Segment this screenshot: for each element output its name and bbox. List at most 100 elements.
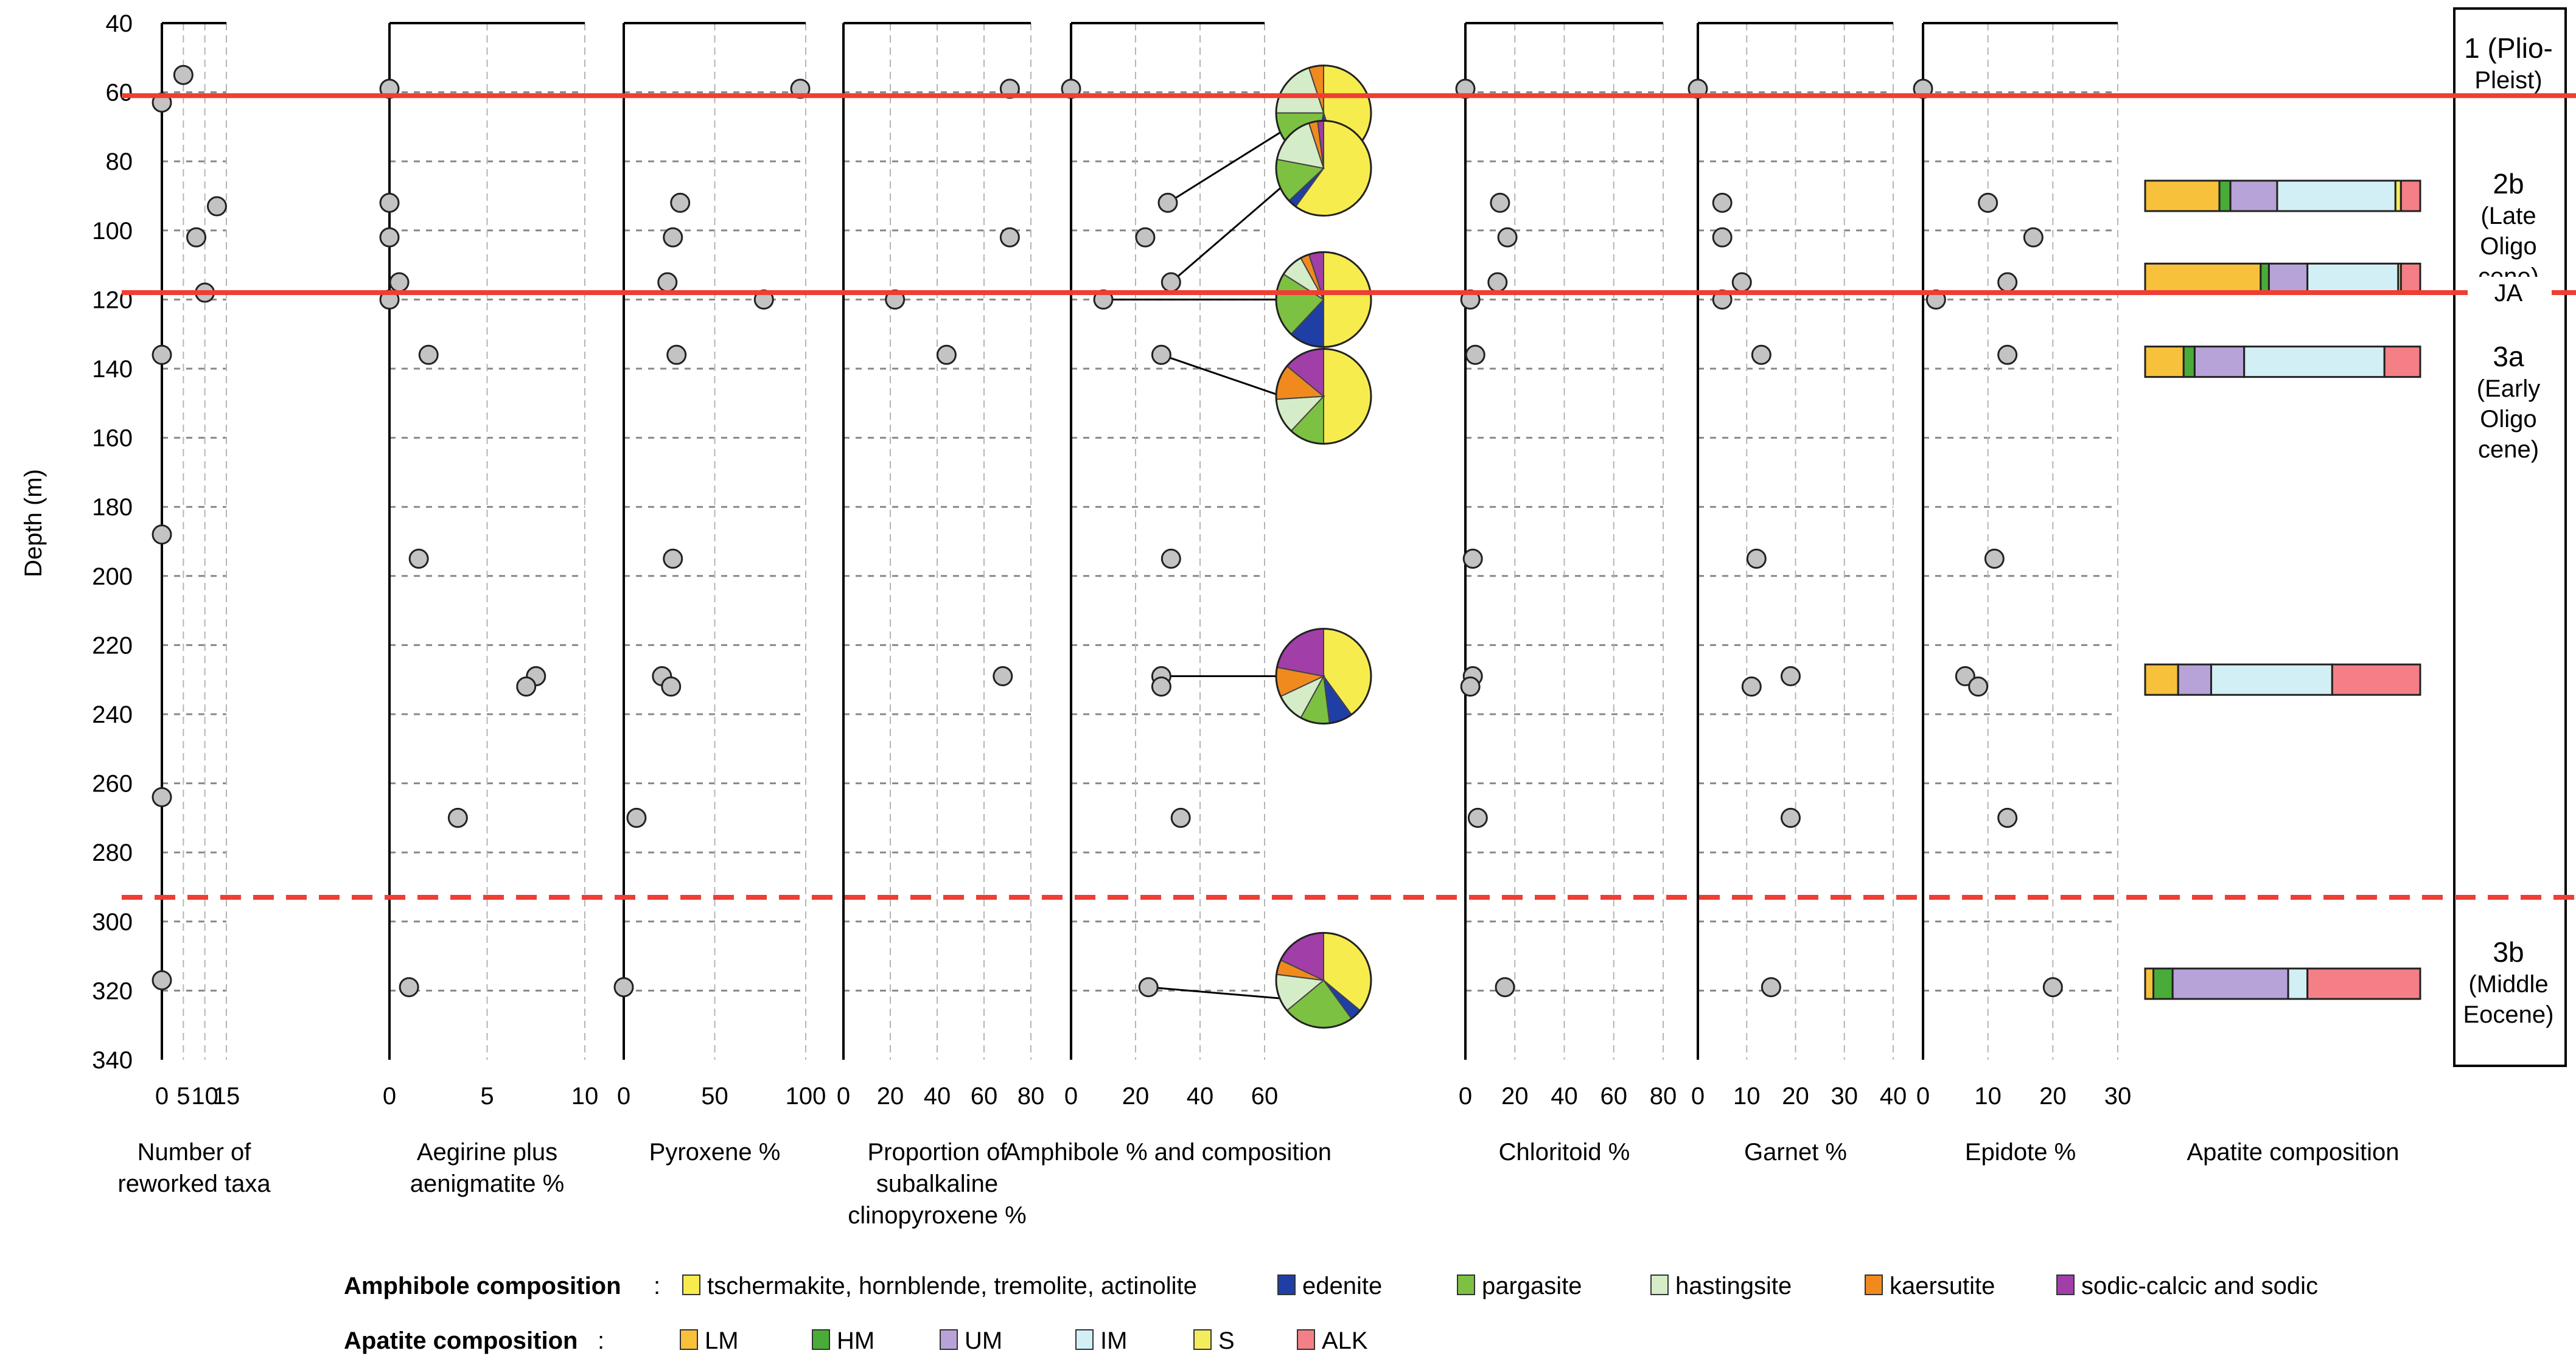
legend-apatite-title: Apatite composition [344,1327,578,1354]
pie-outline [1275,628,1372,725]
y-tick-label: 160 [92,425,133,452]
data-point-reworked [173,64,194,85]
x-tick-label: 60 [1251,1083,1279,1110]
legend-label-pargasite: pargasite [1482,1273,1582,1299]
data-point-reworked [206,196,227,217]
panel-xlabel: aenigmatite % [410,1170,564,1197]
grid-layer [162,23,2118,1060]
unit-label: (Middle [2468,971,2548,998]
legend: Amphibole composition : Apatite composit… [344,1273,2318,1354]
data-point-garnet [1780,807,1801,828]
x-tick-label: 5 [480,1083,494,1110]
data-point-garnet [1712,227,1733,248]
x-tick-label: 20 [1122,1083,1150,1110]
apatite-segment-UM [2229,179,2278,212]
x-tick-label: 10 [191,1083,218,1110]
data-point-pyroxene [663,227,683,248]
pie-outline [1275,251,1372,348]
apatite-segment-UM [2177,663,2212,696]
x-tick-label: 10 [571,1083,599,1110]
y-tick-label: 280 [92,840,133,866]
apatite-segment-HM [2152,967,2174,1000]
data-point-garnet [1746,548,1767,569]
pie-leader-lines-layer [1103,130,1283,1000]
data-point-chloritoid [1497,227,1518,248]
apatite-bars-layer [2144,179,2421,1000]
data-point-reworked [152,787,172,807]
boundary-lines-layer: JA [122,93,2576,900]
legend-label-S: S [1218,1327,1235,1354]
apatite-segment-ALK [2400,262,2421,295]
panel-xlabel: Garnet % [1744,1139,1847,1166]
data-point-aegirine [516,676,537,697]
data-point-subalkaline [936,344,957,365]
y-tick-label: 220 [92,632,133,659]
axes-layer: Depth (m) 406080100120140160180200220240… [20,10,2131,1110]
legend-swatch-S [1193,1329,1212,1350]
panel-xlabel: subalkaline [876,1170,998,1197]
legend-label-IM: IM [1100,1327,1127,1354]
apatite-segment-LM [2144,179,2221,212]
legend-swatch-UM [940,1329,958,1350]
y-tick-label: 40 [106,10,133,37]
legend-label-ALK: ALK [1322,1327,1368,1354]
unit-label: 3b [2493,936,2524,968]
panel-frames-layer [161,22,2118,1060]
unit-label: Pleist) [2474,67,2542,94]
unit-label: (Early [2477,375,2540,402]
pie-outline [1275,120,1372,217]
y-tick-label: 100 [92,218,133,245]
panel-xlabel: Pyroxene % [649,1139,781,1166]
y-tick-label: 320 [92,978,133,1004]
unit-label: cene) [2478,436,2539,463]
data-point-pyroxene [670,192,691,213]
apatite-segment-IM [2210,663,2333,696]
x-tick-label: 0 [1064,1083,1078,1110]
apatite-segment-LM [2144,346,2185,378]
y-tick-label: 340 [92,1047,133,1074]
x-tick-label: 0 [1691,1083,1705,1110]
apatite-panel-title: Apatite composition [2187,1139,2399,1166]
panel-xlabel: Epidote % [1965,1139,2076,1166]
x-tick-label: 100 [786,1083,826,1110]
data-point-garnet [1751,344,1771,365]
data-point-reworked [186,227,207,248]
data-point-aegirine [399,977,419,998]
apatite-segment-HM [2182,346,2196,378]
x-tick-label: 5 [176,1083,190,1110]
x-tick-label: 40 [1187,1083,1214,1110]
data-point-epidote [1997,272,2018,293]
data-point-reworked [152,970,172,990]
x-tick-label: 10 [1733,1083,1761,1110]
x-tick-label: 30 [2104,1083,2132,1110]
data-point-epidote [1997,344,2018,365]
unit-label: 1 (Plio- [2464,32,2553,64]
panel-xlabel: Aegirine plus [417,1139,557,1166]
legend-swatch-edenite [1277,1274,1296,1295]
data-point-chloritoid [1487,272,1508,293]
legend-label-edenite: edenite [1302,1273,1382,1299]
apatite-segment-IM [2287,967,2309,1000]
y-tick-label: 200 [92,563,133,590]
x-tick-label: 20 [1501,1083,1529,1110]
unit-label: (Late [2480,203,2536,229]
ja-label-backdrop [2468,277,2553,309]
x-tick-label: 40 [924,1083,951,1110]
x-tick-label: 0 [155,1083,169,1110]
data-point-epidote [2023,227,2044,248]
y-tick-label: 260 [92,771,133,798]
data-point-pyroxene [613,977,634,998]
data-point-epidote [1984,548,2005,569]
pie-slice-tschermakite [1323,348,1372,445]
apatite-segment-ALK [2383,346,2421,378]
pie-outline [1275,931,1372,1029]
y-tick-label: 140 [92,356,133,383]
data-point-pyroxene [657,272,678,293]
unit-label: Oligo [2480,406,2536,433]
data-point-aegirine [447,807,468,828]
x-tick-label: 0 [617,1083,630,1110]
data-point-amphibole [1157,192,1178,213]
data-point-amphibole [1151,344,1171,365]
legend-swatch-LM [680,1329,698,1350]
